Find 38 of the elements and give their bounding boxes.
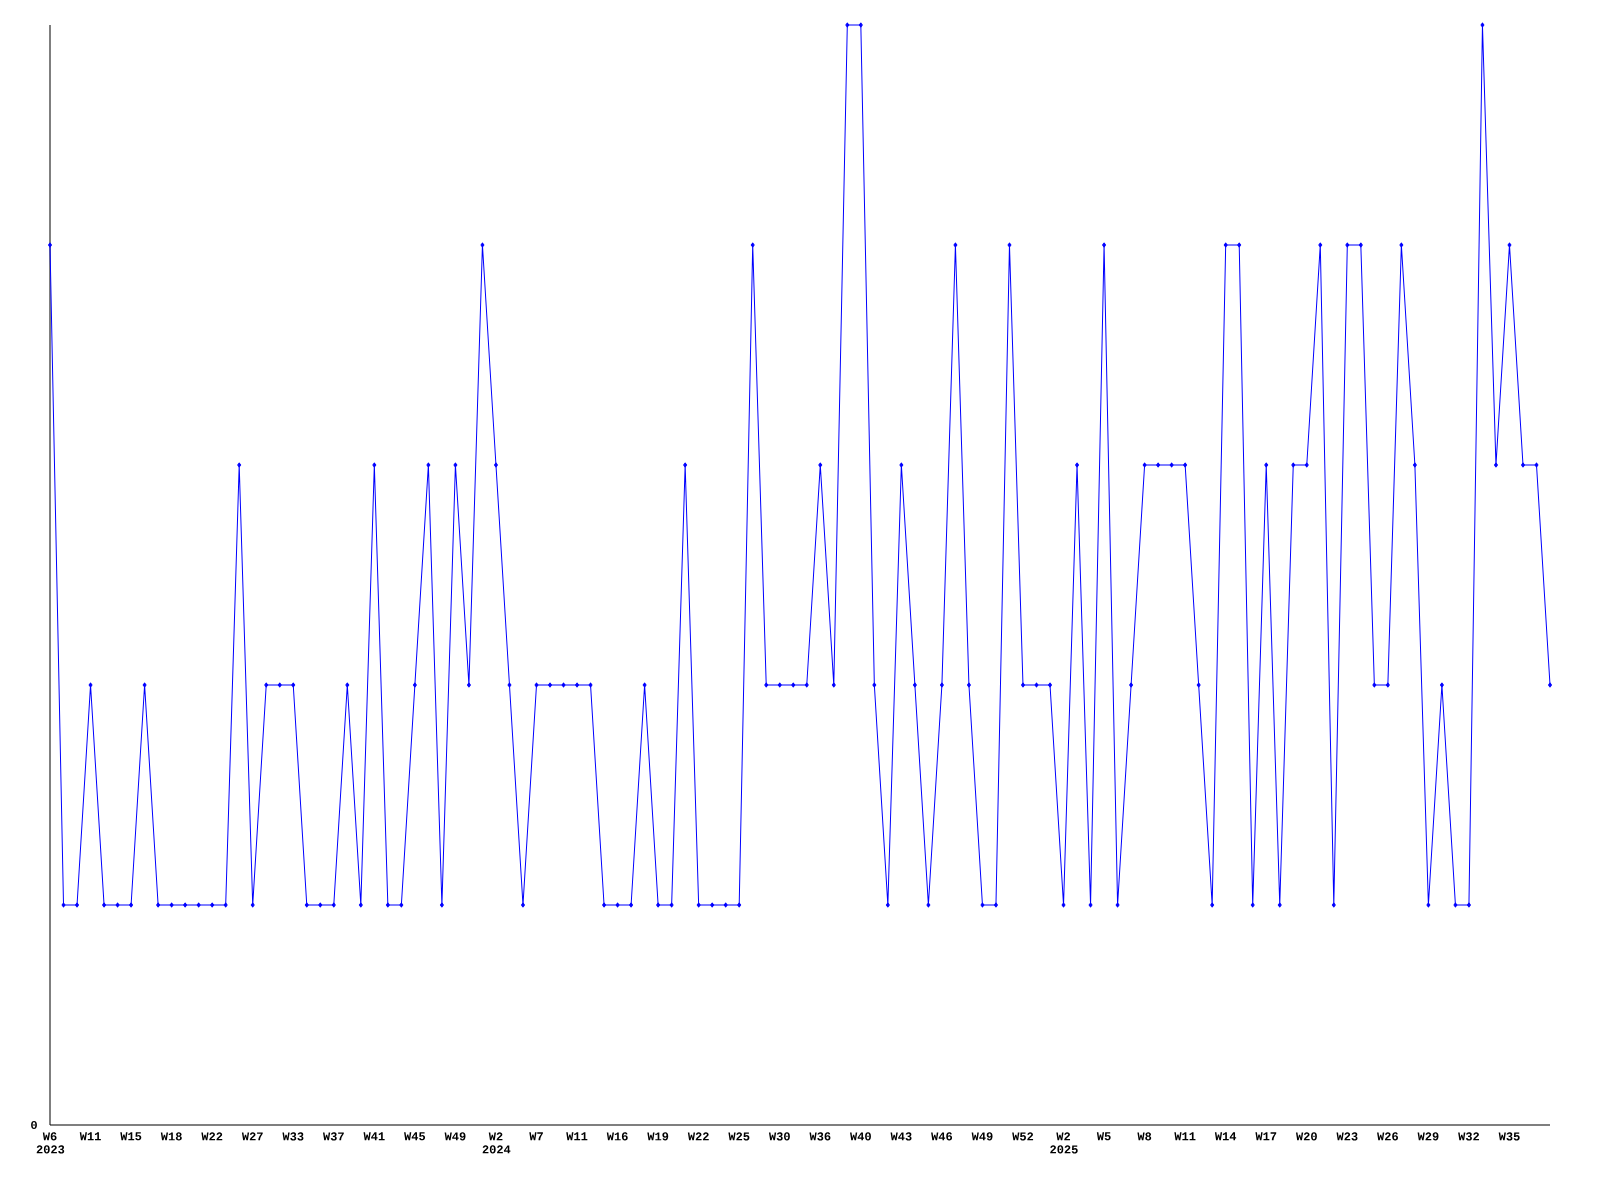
x-tick-label: W20 bbox=[1295, 1132, 1317, 1141]
x-tick-label: W33 bbox=[282, 1132, 304, 1141]
x-tick-label: W30 bbox=[768, 1132, 790, 1141]
x-tick-label: W6 2023 bbox=[36, 1132, 65, 1154]
x-tick-label: W37 bbox=[322, 1132, 344, 1141]
x-tick-label: W25 bbox=[728, 1132, 750, 1141]
x-tick-label: W22 bbox=[201, 1132, 223, 1141]
x-tick-label: W11 bbox=[1174, 1132, 1196, 1141]
x-tick-label: W32 bbox=[1458, 1132, 1480, 1141]
x-tick-label: W52 bbox=[1012, 1132, 1034, 1141]
x-tick-label: W7 bbox=[529, 1132, 543, 1141]
x-tick-label: W26 bbox=[1377, 1132, 1399, 1141]
x-tick-label: W5 bbox=[1096, 1132, 1111, 1141]
x-tick-label: W29 bbox=[1417, 1132, 1439, 1141]
x-tick-label: W49 bbox=[971, 1132, 993, 1141]
x-tick-label: W46 bbox=[931, 1132, 953, 1141]
x-tick-label: W40 bbox=[850, 1132, 871, 1141]
x-tick-label: W17 bbox=[1255, 1132, 1277, 1141]
x-tick-label: W2 2025 bbox=[1050, 1132, 1078, 1154]
x-tick-label: W15 bbox=[120, 1132, 142, 1141]
x-tick-label: W16 bbox=[606, 1132, 628, 1141]
x-tick-label: W43 bbox=[890, 1132, 912, 1141]
x-tick-label: W35 bbox=[1498, 1132, 1520, 1141]
x-tick-label: W18 bbox=[160, 1132, 182, 1141]
x-tick-label: W27 bbox=[241, 1132, 263, 1141]
x-tick-label: W49 bbox=[444, 1132, 466, 1141]
x-tick-label: W36 bbox=[809, 1132, 831, 1141]
x-tick-label: W8 bbox=[1137, 1132, 1152, 1141]
x-tick-label: W19 bbox=[647, 1132, 669, 1141]
x-tick-label: W2 2024 bbox=[482, 1132, 511, 1154]
x-tick-label: W41 bbox=[363, 1132, 385, 1141]
x-tick-label: W22 bbox=[687, 1132, 709, 1141]
x-tick-label: W23 bbox=[1336, 1132, 1358, 1141]
x-tick-label: W11 bbox=[566, 1132, 588, 1141]
x-tick-label: W45 bbox=[404, 1132, 426, 1141]
x-tick-label: W11 bbox=[79, 1132, 101, 1141]
x-tick-label: W14 bbox=[1214, 1132, 1237, 1141]
text: 0 bbox=[31, 1120, 37, 1130]
